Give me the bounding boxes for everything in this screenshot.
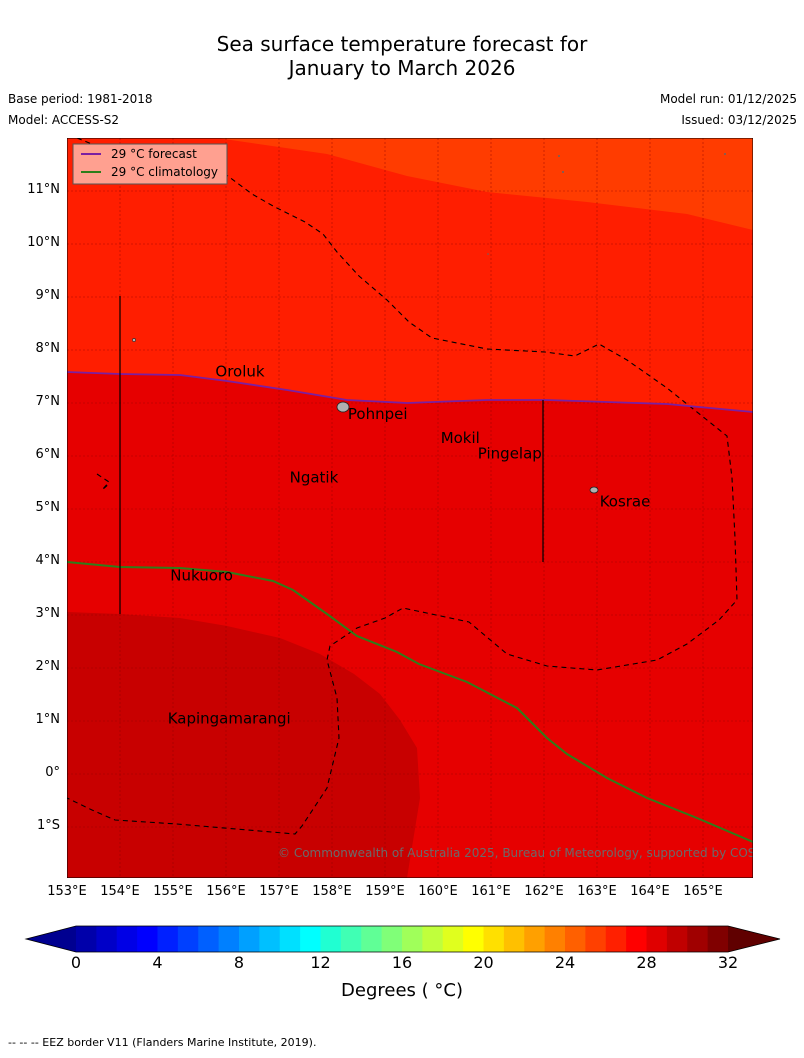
base-period: Base period: 1981-2018 [8,92,153,106]
colorbar-tick-label: 28 [636,953,657,972]
place-label-ngatik: Ngatik [290,469,339,487]
latitude-tick-label: 8°N [35,341,61,356]
longitude-tick-label: 157°E [259,884,299,899]
colorbar-tick-label: 4 [152,953,163,972]
latitude-tick-label: 10°N [27,235,60,250]
colorbar-tick-label: 24 [554,953,576,972]
latitude-tick-label: 2°N [35,659,61,674]
colorbar-swatch [463,926,485,952]
title-line-2: January to March 2026 [288,56,516,80]
model-run: Model run: 01/12/2025 [659,92,797,106]
colorbar-swatch [666,926,688,952]
colorbar-swatch [442,926,464,952]
colorbar-swatch [483,926,505,952]
latitude-tick-label: 0° [45,765,60,780]
latitude-tick-label: 3°N [35,606,61,621]
place-label-nukuoro: Nukuoro [170,567,233,585]
latitude-tick-label: 11°N [27,182,60,197]
legend-forecast-label: 29 °C forecast [111,147,197,161]
longitude-tick-label: 158°E [312,884,352,899]
colorbar-swatch [381,926,403,952]
latitude-tick-label: 5°N [35,500,61,515]
issued-date: Issued: 03/12/2025 [681,113,797,127]
colorbar-swatch [320,926,342,952]
eez-footnote: -- -- -- EEZ border V11 (Flanders Marine… [8,1036,317,1049]
colorbar-swatch [259,926,281,952]
colorbar-swatch [585,926,607,952]
colorbar-swatch [361,926,383,952]
eez-border [67,138,738,835]
longitude-tick-label: 155°E [153,884,193,899]
colorbar [24,925,781,953]
longitude-tick-label: 154°E [100,884,140,899]
place-label-kapingamarangi: Kapingamarangi [168,710,291,728]
title-line-1: Sea surface temperature forecast for [216,32,588,56]
colorbar-swatch [626,926,648,952]
colorbar-label: Degrees ( °C) [341,980,463,1001]
place-label-oroluk: Oroluk [215,363,264,381]
longitude-tick-label: 165°E [683,884,723,899]
longitude-tick-label: 162°E [524,884,564,899]
longitude-tick-label: 159°E [365,884,405,899]
place-label-pohnpei: Pohnpei [348,405,408,423]
latitude-tick-label: 4°N [35,553,61,568]
colorbar-swatch [707,926,729,952]
model-name: Model: ACCESS-S2 [8,113,120,127]
colorbar-swatch [503,926,525,952]
colorbar-swatch [76,926,97,952]
latitude-tick-label: 9°N [35,288,61,303]
colorbar-swatch [544,926,566,952]
legend-climatology-label: 29 °C climatology [111,165,218,179]
colorbar-swatch [687,926,709,952]
colorbar-tick-label: 12 [310,953,331,972]
colorbar-swatch [565,926,586,952]
colorbar-swatch [300,926,322,952]
colorbar-swatch [157,926,179,952]
map-gridlines [67,138,753,878]
colorbar-swatch [524,926,546,952]
longitude-tick-label: 160°E [418,884,458,899]
colorbar-swatch [605,926,627,952]
colorbar-tick-label: 32 [717,953,739,972]
chart-title: Sea surface temperature forecast for Jan… [0,32,804,80]
islands [132,153,726,494]
colorbar-max-extension [728,926,780,952]
latitude-tick-label: 6°N [35,447,61,462]
place-label-mokil: Mokil [441,429,480,447]
colorbar-tick-label: 16 [391,953,413,972]
latitude-tick-label: 1°N [35,712,61,727]
colorbar-swatch [340,926,362,952]
longitude-tick-label: 164°E [630,884,670,899]
colorbar-swatch [218,926,240,952]
longitude-tick-label: 153°E [47,884,87,899]
colorbar-tick-label: 0 [70,953,82,972]
latitude-tick-label: 1°S [36,818,60,833]
colorbar-swatch [239,926,260,952]
colorbar-tick-label: 20 [473,953,494,972]
colorbar-swatch [177,926,199,952]
colorbar-swatch [96,926,118,952]
map-legend: 29 °C forecast 29 °C climatology [72,143,228,185]
colorbar-min-extension [26,926,76,952]
colorbar-tick-label: 8 [233,953,245,972]
latitude-tick-label: 7°N [35,394,61,409]
longitude-tick-label: 156°E [206,884,246,899]
longitude-tick-label: 163°E [577,884,617,899]
longitude-tick-label: 161°E [471,884,511,899]
contour-lines [67,296,753,843]
colorbar-swatch [116,926,138,952]
colorbar-swatch [422,926,444,952]
colorbar-swatch [646,926,668,952]
colorbar-swatch [402,926,423,952]
colorbar-swatch [137,926,159,952]
colorbar-swatch [279,926,301,952]
sst-region-31-32 [217,138,753,230]
copyright-notice: © Commonwealth of Australia 2025, Bureau… [278,846,753,860]
colorbar-swatch [198,926,220,952]
place-label-pingelap: Pingelap [478,445,542,463]
place-label-kosrae: Kosrae [600,492,651,510]
